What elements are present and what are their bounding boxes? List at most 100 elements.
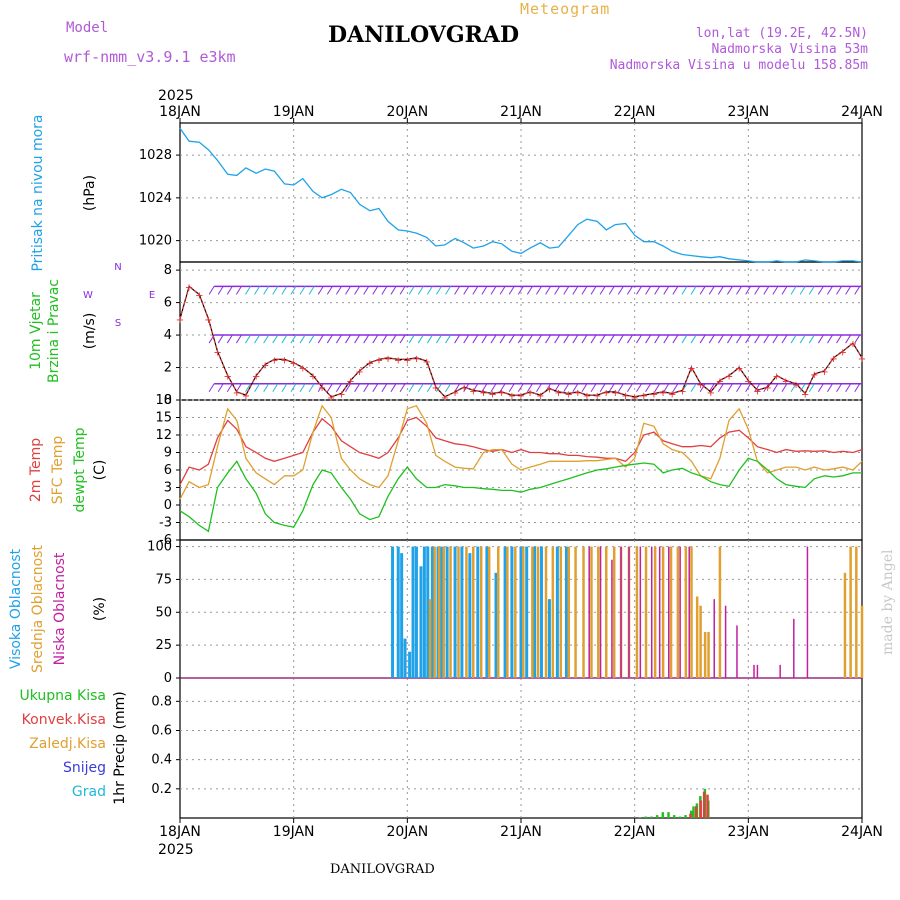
wind-barb [726,334,733,344]
wind-barb [663,383,670,393]
mid-cloud-bar [522,546,525,678]
mid-cloud-bar [690,546,693,678]
wind-barb [636,383,642,393]
wind-barb [317,286,324,295]
x-tick-label-bottom: 20JAN [386,824,428,840]
wind-barb [599,286,606,295]
wind-barb [572,334,579,344]
wind-barb [608,383,615,393]
wind-speed-point: + [849,339,857,350]
mid-cloud-bar [574,546,577,678]
wind-barb [399,334,406,344]
wind-barb [554,334,561,344]
mid-cloud-bar [684,546,688,678]
wind-barb [508,383,515,393]
wind-barb [254,383,260,393]
mid-cloud-bar [487,546,491,678]
wind-barb [563,286,570,295]
wind-barb [499,334,506,344]
y-tick-label: 0 [164,393,172,408]
wind-barb [690,383,697,393]
wind-barb [436,383,442,393]
mid-cloud-bar [860,605,864,678]
high-cloud-bar [430,546,434,678]
wind-barb [790,383,797,393]
temp-dew-label: dewpt Temp [72,427,88,512]
wind-barb [708,383,715,393]
precip-total-bar [644,816,648,818]
wind-barb [654,286,661,295]
panel-frame [179,261,863,401]
wind-barb [545,334,551,344]
y-tick-label: -6 [159,533,172,548]
wind-barb [235,286,242,295]
wind-barb [672,286,679,295]
precip-legend-item: Ukupna Kisa [19,688,106,704]
wind-label-1: 10m Vjetar [28,292,44,370]
x-tick-label-bottom: 22JAN [614,824,656,840]
mid-cloud-bar [472,546,475,678]
wind-speed-point: + [640,391,648,402]
y-tick-label: 1028 [139,148,172,163]
wind-barb [599,334,606,344]
wind-barb [572,383,579,393]
mid-cloud-bar [536,546,540,678]
wind-speed-point: + [213,347,221,358]
wind-speed-point: + [838,347,846,358]
wind-speed-point: + [384,354,392,365]
wind-barb [536,383,542,393]
precip-convective-bar [702,791,706,818]
mid-cloud-bar [703,632,707,678]
wind-barb [699,286,706,295]
wind-barb [645,286,652,295]
precip-convective-bar [689,813,692,818]
mid-cloud-bar [567,546,570,678]
wind-barb [263,383,270,393]
wind-barb [290,334,297,344]
high-cloud-bar [422,546,426,678]
low-cloud-bar [628,546,630,678]
x-tick-label-top: 19JAN [273,104,315,120]
lonlat-label: lon,lat (19.2E, 42.5N) [695,26,868,41]
wind-barb [245,383,251,393]
temp-dew-series [179,457,862,533]
altitude-label: Nadmorska Visina 53m [711,42,868,57]
wind-barb [299,383,306,393]
wind-barb [281,383,288,393]
wind-speed-point: + [593,391,601,402]
wind-barb [517,286,524,295]
wind-barb [317,383,324,393]
wind-speed-point: + [366,359,374,370]
wind-barb [854,334,861,344]
wind-barb [426,286,433,295]
x-tick-label-bottom: 24JAN [841,824,883,840]
high-cloud-bar [419,566,423,678]
wind-barb [827,334,833,344]
low-cloud-label: Niska Oblacnost [52,552,68,665]
wind-barb [299,286,306,295]
precip-legend-item: Zaledj.Kisa [29,736,106,752]
wind-barb [517,334,524,344]
compass-n: N [114,262,121,273]
wind-barb [326,286,333,295]
high-cloud-bar [476,546,480,678]
wind-barb [717,383,724,393]
mid-cloud-bar [433,546,436,678]
wind-speed-point: + [346,377,354,388]
wind-barb [854,383,861,393]
wind-barb [445,286,451,295]
wind-barb [808,334,815,344]
wind-barb [781,334,788,344]
wind-barb [426,383,433,393]
mid-cloud-bar [597,546,600,678]
wind-barb [445,334,451,344]
wind-speed-point: + [233,388,241,399]
wind-barb [490,383,497,393]
wind-barb [708,334,715,344]
wind-barb [672,334,679,344]
wind-barb [245,286,251,295]
wind-barb [481,383,488,393]
wind-barb [390,383,397,393]
wind-speed-point: + [451,388,459,399]
wind-barb [235,383,242,393]
